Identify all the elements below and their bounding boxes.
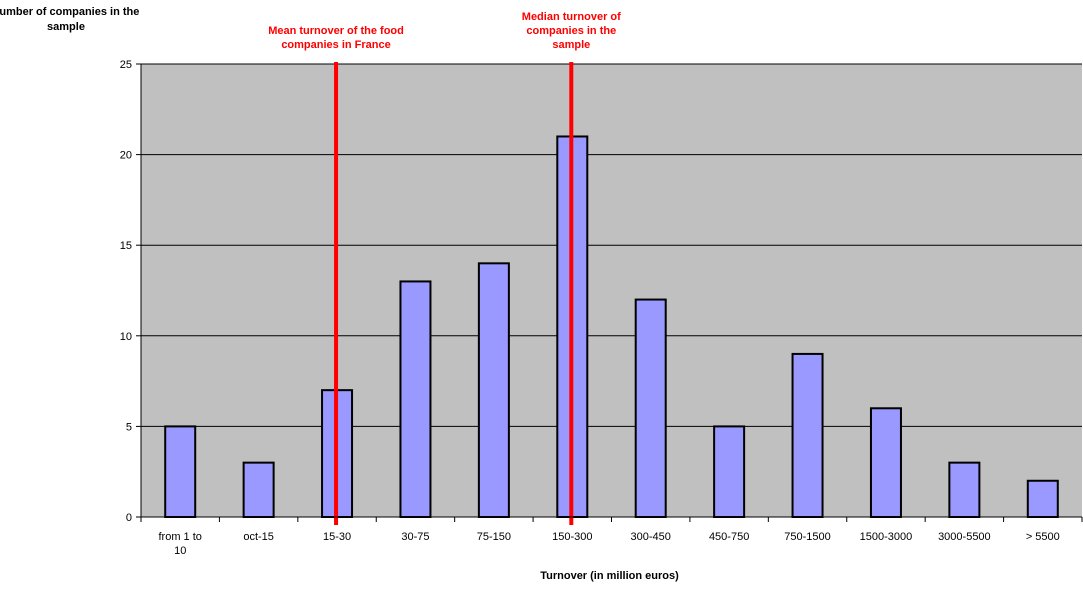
bar (948, 461, 981, 519)
x-tick-label: 15-30 (323, 531, 351, 543)
y-tick-label: 25 (120, 59, 132, 71)
x-tick-label: 75-150 (477, 531, 511, 543)
chart-text: 0 5 10 15 20 25 from 1 to 10 oct-15 15-30 30-75 75-… (0, 6, 1060, 582)
x-tick-label: > 5500 (1026, 531, 1060, 543)
y-tick-label: 15 (120, 240, 132, 252)
y-tick-label: 0 (126, 512, 132, 524)
x-tick-label: from 1 to 10 (159, 531, 202, 557)
y-tick-label: 20 (120, 150, 132, 162)
bar (713, 425, 746, 518)
reference-line-label: Median turnover of companies in the sample (522, 11, 621, 51)
reference-lines (334, 62, 574, 525)
bar (634, 298, 667, 518)
x-tick-label: 750-1500 (784, 531, 831, 543)
bar (164, 425, 197, 518)
x-tick-label: 450-750 (709, 531, 749, 543)
x-tick-label: 300-450 (631, 531, 671, 543)
bar (1026, 479, 1059, 519)
x-tick-label: 3000-5500 (938, 531, 991, 543)
y-tick-label: 5 (126, 421, 132, 433)
x-tick-label: 1500-3000 (860, 531, 913, 543)
bar (399, 280, 432, 518)
y-tick-label: 10 (120, 331, 132, 343)
bar (477, 262, 510, 518)
reference-line-label: Mean turnover of the food companies in Fr… (268, 25, 404, 51)
bar (869, 407, 902, 518)
grid-lines (141, 63, 1082, 427)
axes (136, 63, 1083, 522)
x-tick-label: 150-300 (552, 531, 592, 543)
x-tick-label: oct-15 (243, 531, 274, 543)
x-axis-title: Turnover (in million euros) (540, 570, 679, 582)
bar (791, 352, 824, 519)
bars (164, 135, 1059, 519)
x-tick-label: 30-75 (401, 531, 429, 543)
plot-area (141, 64, 1082, 517)
bar (242, 461, 275, 519)
y-axis-title: number of companies in the sample (0, 6, 139, 33)
